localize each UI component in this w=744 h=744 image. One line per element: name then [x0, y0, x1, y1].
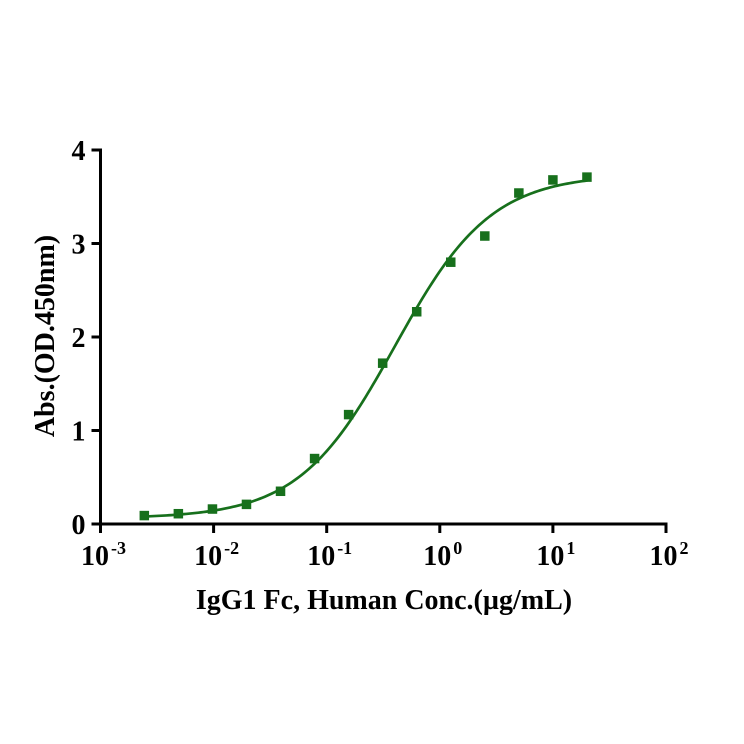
data-point: [411, 307, 422, 317]
data-point: [139, 510, 150, 521]
x-tick-label: 10 -3: [81, 538, 126, 572]
data-point: [207, 504, 218, 514]
axis-lines: [99, 148, 668, 526]
data-point: [343, 409, 354, 420]
x-axis-title: IgG1 Fc, Human Conc.(µg/mL): [195, 585, 573, 616]
data-point: [446, 257, 456, 267]
data-point: [514, 188, 524, 198]
y-axis-title: Abs.(OD.450nm): [30, 234, 61, 438]
data-point: [548, 175, 558, 185]
x-tick-label: 10 2: [650, 538, 689, 572]
data-point: [241, 499, 252, 510]
data-point: [480, 231, 490, 241]
y-tick-label: 1: [72, 417, 86, 448]
y-tick-label: 2: [72, 323, 86, 354]
y-tick-label: 3: [72, 230, 86, 261]
x-tick-label: 10 0: [423, 538, 462, 572]
data-point: [275, 486, 286, 497]
data-point: [582, 172, 592, 182]
y-tick-label: 0: [72, 510, 86, 541]
data-point: [309, 453, 320, 464]
data-point: [173, 508, 184, 519]
fit-curve: [142, 179, 589, 518]
x-tick-label: 10 -2: [194, 538, 239, 572]
data-point: [377, 358, 388, 368]
x-tick-label: 10 1: [536, 538, 575, 572]
x-tick-label: 10 -1: [307, 538, 352, 572]
y-tick-label: 4: [72, 136, 86, 167]
